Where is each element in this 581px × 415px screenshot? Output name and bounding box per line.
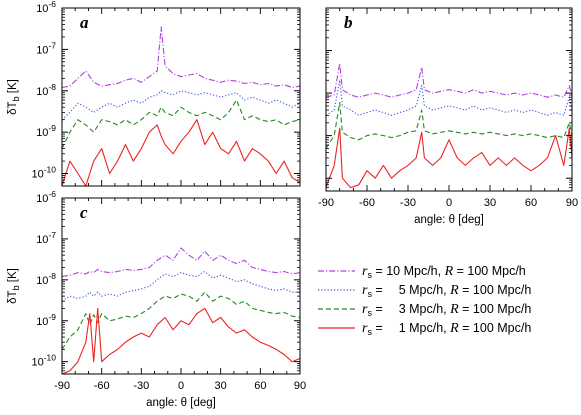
legend-label: rs = 3 Mpc/h, R = 100 Mpc/h xyxy=(362,302,531,318)
x-tick-label: -30 xyxy=(133,380,149,392)
x-tick-label: 30 xyxy=(215,380,227,392)
x-tick-label: 30 xyxy=(484,197,496,209)
series-group xyxy=(62,26,300,186)
series-line-3 xyxy=(62,291,300,350)
panel-b: -90 -60 -30 0 30 60 90 angle: θ [deg] b xyxy=(318,7,578,226)
series-line-1 xyxy=(326,62,572,98)
panel-letter: a xyxy=(80,13,89,32)
y-tick-label: 10-7 xyxy=(36,230,56,246)
series-line-3 xyxy=(62,99,300,149)
legend-label: rs = 1 Mpc/h, R = 100 Mpc/h xyxy=(362,321,531,337)
x-tick-label: -60 xyxy=(359,197,375,209)
plot-frame xyxy=(325,7,573,192)
panel-c: 10-6 10-7 10-8 10-9 10-10 -90 -60 -30 0 30 60 90 ang… xyxy=(7,189,306,409)
x-tick-label: 60 xyxy=(525,197,537,209)
plot-frame xyxy=(61,197,301,375)
x-tick-label: -30 xyxy=(400,197,416,209)
y-tick-label: 10-9 xyxy=(36,312,56,328)
x-tick-label: 90 xyxy=(294,380,306,392)
y-tick-label: 10-8 xyxy=(36,82,56,98)
x-tick-label: -90 xyxy=(54,380,70,392)
panel-letter: c xyxy=(80,203,88,222)
y-tick-label: 10-10 xyxy=(31,353,56,369)
y-tick-label: 10-6 xyxy=(36,189,56,205)
legend-label: rs = 5 Mpc/h, R = 100 Mpc/h xyxy=(362,283,531,299)
panel-letter: b xyxy=(344,13,353,32)
series-line-1 xyxy=(62,247,300,278)
panel-a: 10-6 10-7 10-8 10-9 10-10 δTb [K] a xyxy=(7,0,301,187)
x-axis-title: angle: θ [deg] xyxy=(146,397,216,409)
y-axis-title: δTb [K] xyxy=(7,268,21,304)
series-line-2 xyxy=(326,79,572,116)
series-line-2 xyxy=(62,270,300,302)
x-tick-label: -90 xyxy=(318,197,334,209)
series-group xyxy=(326,62,572,189)
y-tick-label: 10-7 xyxy=(36,40,56,56)
series-line-4 xyxy=(62,119,300,186)
series-line-1 xyxy=(62,26,300,89)
series-line-2 xyxy=(62,90,300,121)
x-axis-title: angle: θ [deg] xyxy=(414,214,484,226)
y-axis-title: δTb [K] xyxy=(7,79,21,115)
x-tick-label: 0 xyxy=(446,197,452,209)
legend-label: rs = 10 Mpc/h, R = 100 Mpc/h xyxy=(362,264,526,280)
y-tick-label: 10-8 xyxy=(36,271,56,287)
series-line-3 xyxy=(326,101,572,149)
x-tick-label: 60 xyxy=(254,380,266,392)
x-tick-label: 0 xyxy=(178,380,184,392)
plot-frame xyxy=(61,7,301,187)
series-line-4 xyxy=(326,127,572,189)
y-tick-label: 10-6 xyxy=(36,0,56,15)
series-line-4 xyxy=(62,307,300,374)
legend: rs = 10 Mpc/h, R = 100 Mpc/h rs = 5 Mpc/h… xyxy=(318,264,531,337)
series-group xyxy=(62,247,300,374)
y-tick-label: 10-10 xyxy=(31,165,56,181)
x-tick-label: 90 xyxy=(566,197,578,209)
y-tick-label: 10-9 xyxy=(36,123,56,139)
x-tick-label: -60 xyxy=(94,380,110,392)
